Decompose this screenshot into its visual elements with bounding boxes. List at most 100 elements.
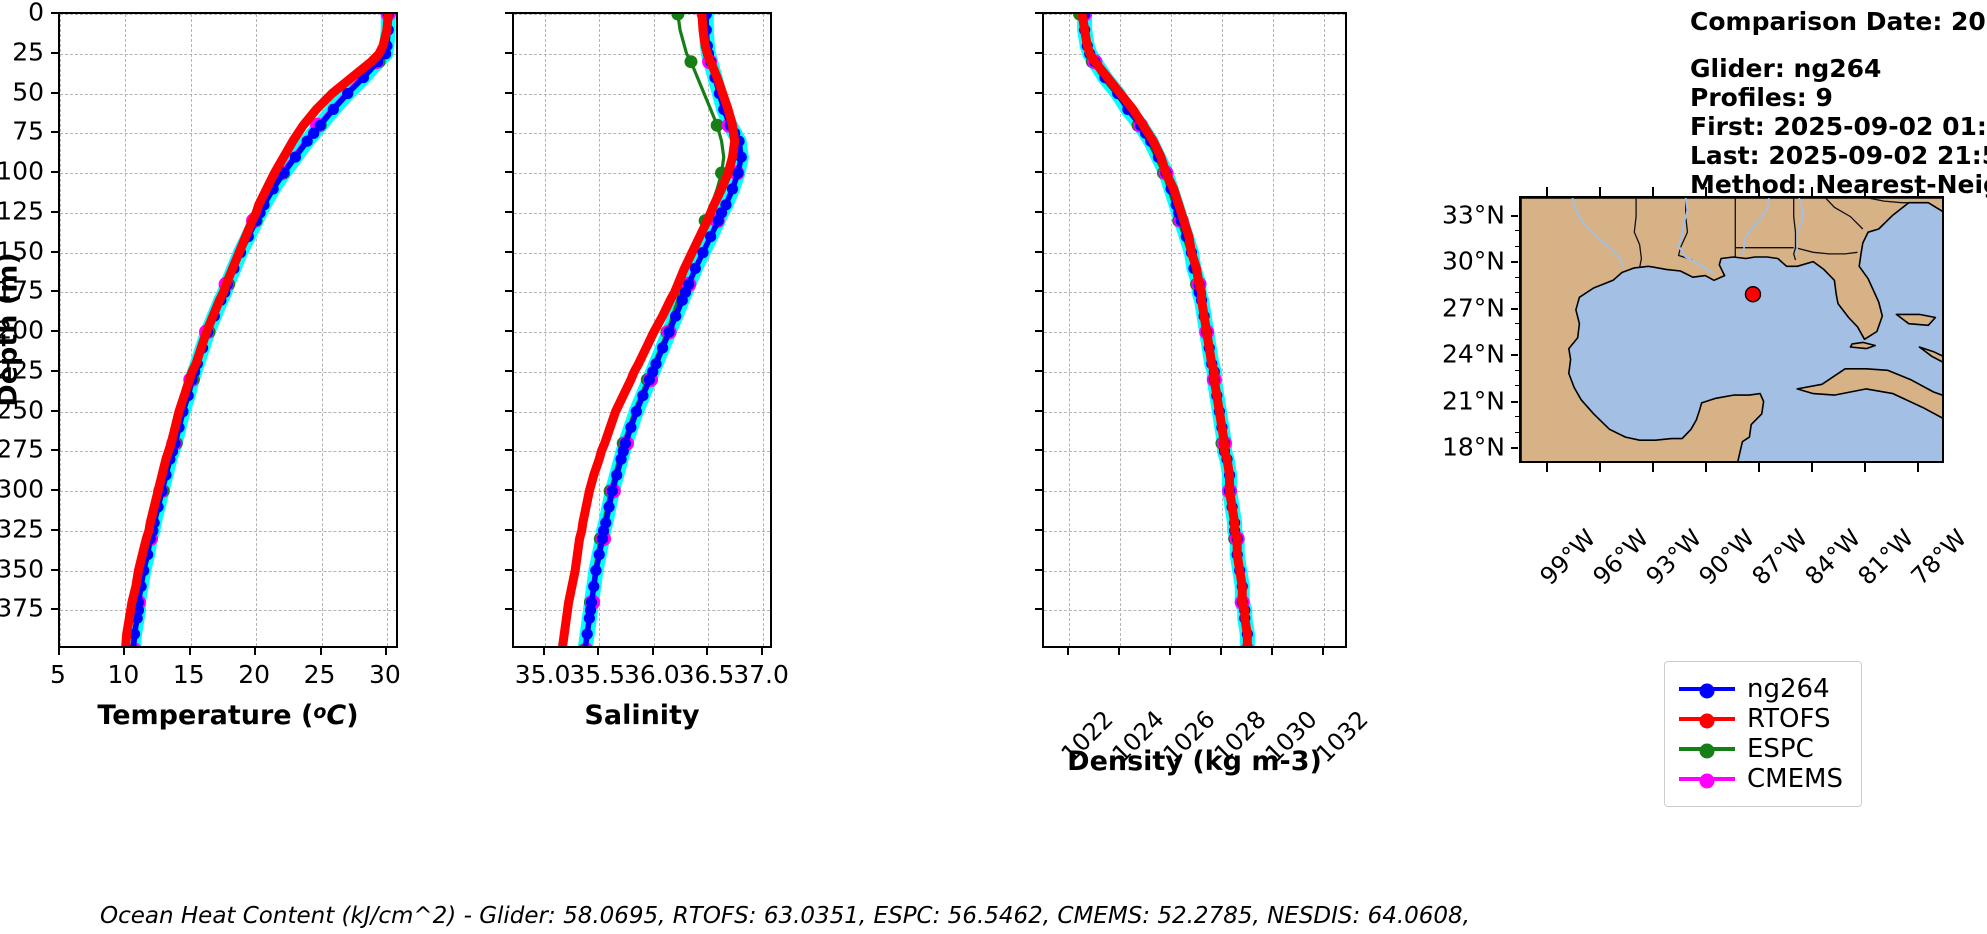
gridline-horizontal — [60, 491, 396, 492]
land-polygon — [1521, 198, 1942, 461]
map-lon-tick — [1864, 463, 1867, 472]
map-boundary-line — [1796, 198, 1804, 254]
y-axis-tick — [1035, 250, 1042, 253]
series-marker-ng264 — [131, 612, 143, 624]
y-axis-tick — [51, 290, 58, 293]
series-line-rtofs — [121, 14, 393, 646]
map-lat-tick — [1511, 307, 1518, 310]
profile-curves — [121, 14, 396, 646]
series-marker-espc — [710, 118, 724, 132]
series-marker-ng264 — [732, 167, 744, 179]
y-axis-tick — [51, 489, 58, 491]
map-lon-tick-top — [1864, 187, 1867, 196]
y-axis-tick — [1035, 91, 1042, 94]
x-axis-tick — [254, 648, 257, 655]
series-marker-ng264 — [342, 87, 354, 100]
series-marker-ng264 — [615, 453, 627, 465]
map-boundary-line — [1571, 198, 1625, 269]
y-axis-label: 225 — [0, 355, 44, 385]
gridline-horizontal — [1044, 610, 1345, 612]
y-axis-label: 350 — [0, 554, 44, 583]
gridline-vertical — [1272, 14, 1274, 646]
legend-item-ng264[interactable]: ng264 — [1679, 674, 1843, 704]
gridline-horizontal — [60, 530, 396, 532]
x-axis-label: 37.0 — [733, 660, 789, 689]
map-lon-label: 81°W — [1852, 523, 1920, 591]
ocean-heat-content-caption: Ocean Heat Content (kJ/cm^2) - Glider: 5… — [99, 903, 1471, 929]
gridline-horizontal — [514, 93, 770, 95]
series-marker-ng264 — [588, 580, 600, 593]
x-axis-tick — [58, 648, 60, 655]
map-boundary-line — [1793, 198, 1797, 261]
series-marker-ng264 — [656, 342, 669, 354]
series-marker-ng264 — [581, 628, 593, 640]
map-lat-minor-tick — [1515, 369, 1519, 371]
gridline-vertical — [544, 14, 546, 646]
y-axis-tick — [505, 12, 512, 14]
legend-marker-dot — [1699, 743, 1715, 759]
legend-item-rtofs[interactable]: RTOFS — [1679, 704, 1843, 734]
x-axis-tick — [542, 648, 545, 655]
x-axis-tick — [761, 648, 764, 655]
map-lon-label: 99°W — [1534, 523, 1601, 591]
y-axis-tick — [51, 330, 58, 332]
gridline-horizontal — [514, 610, 770, 612]
map-lat-minor-tick — [1515, 385, 1519, 387]
gridline-horizontal — [60, 14, 396, 15]
plot-area — [512, 12, 772, 648]
y-axis-tick — [1035, 210, 1042, 213]
y-axis-tick — [1035, 568, 1042, 571]
series-marker-ng264 — [308, 127, 320, 139]
method-text: Method: Nearest-Neighbor — [1690, 170, 1987, 199]
series-marker-ng264 — [735, 151, 747, 163]
gridline-horizontal — [514, 252, 770, 254]
legend-item-espc[interactable]: ESPC — [1679, 734, 1843, 764]
series-marker-ng264 — [583, 612, 595, 624]
glider-location-marker[interactable] — [1744, 286, 1762, 303]
y-axis-tick — [51, 12, 58, 14]
y-axis-tick — [505, 409, 512, 412]
y-axis-tick — [51, 91, 58, 94]
map-lat-tick — [1511, 261, 1518, 264]
gridline-horizontal — [1044, 570, 1345, 572]
map-lat-label: 33°N — [1441, 200, 1505, 230]
gridline-vertical — [1221, 14, 1223, 646]
map-lat-minor-tick — [1515, 245, 1519, 247]
land-polygon — [1918, 346, 1942, 363]
y-axis-tick — [505, 171, 512, 173]
legend-label: ng264 — [1747, 674, 1830, 704]
land-polygon — [1895, 313, 1937, 327]
series-marker-ng264 — [314, 119, 326, 131]
gridline-horizontal — [1044, 133, 1345, 135]
y-axis-tick — [1035, 608, 1042, 611]
map-lat-label: 18°N — [1441, 432, 1505, 462]
y-axis-tick — [505, 330, 512, 332]
series-marker-ng264 — [596, 533, 609, 545]
map-lon-tick — [1811, 463, 1814, 472]
x-axis-tick — [1118, 648, 1121, 655]
y-axis-tick — [51, 528, 58, 531]
x-axis-tick — [651, 648, 654, 655]
gridline-vertical — [708, 14, 710, 646]
last-profile-time-text: Last: 2025-09-02 21:50:07 — [1690, 141, 1987, 170]
series-line-rtofs — [558, 14, 740, 646]
series-legend: ng264 RTOFS ESPC CMEMS — [1664, 661, 1862, 807]
series-marker-ng264 — [603, 501, 615, 513]
y-axis-tick — [1035, 12, 1042, 14]
series-marker-ng264 — [670, 310, 682, 322]
x-axis-label: 25 — [303, 660, 336, 689]
x-axis-label: 35.0 — [514, 660, 571, 689]
comparison-date-text: Comparison Date: 2025-09-02 — [1690, 7, 1987, 36]
gridline-vertical — [1069, 14, 1071, 646]
x-axis-label: 5 — [50, 660, 66, 689]
x-axis-label: 36.0 — [623, 660, 680, 689]
map-lat-tick — [1511, 354, 1518, 357]
series-marker-ng264 — [606, 485, 618, 497]
map-lon-tick-top — [1917, 187, 1920, 196]
series-marker-ng264 — [697, 246, 709, 259]
x-axis-label: 35.5 — [569, 660, 626, 689]
map-lon-tick — [1704, 463, 1707, 472]
legend-item-cmems[interactable]: CMEMS — [1679, 764, 1843, 794]
map-lon-tick-top — [1704, 187, 1707, 196]
